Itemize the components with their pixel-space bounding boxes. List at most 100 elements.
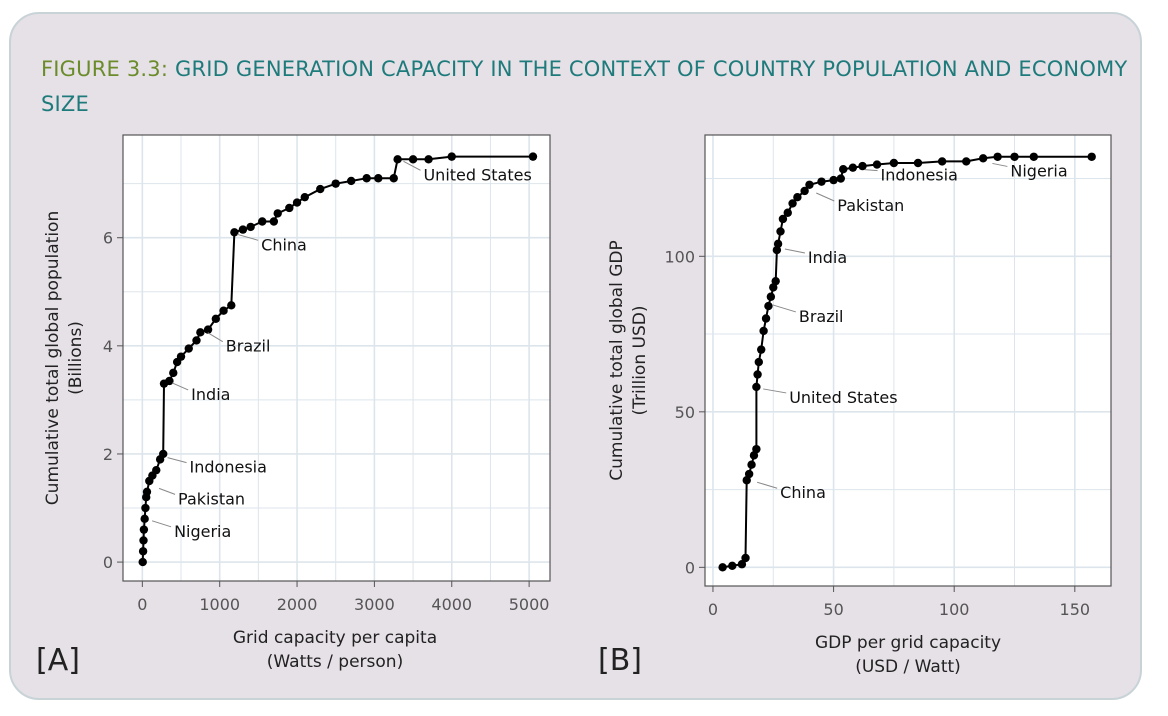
x-tick-label: 5000 — [509, 595, 550, 614]
annotation-leader — [171, 382, 189, 391]
data-point — [776, 227, 785, 236]
data-point — [258, 217, 267, 226]
data-point — [744, 469, 754, 479]
data-point — [836, 174, 846, 183]
y-tick-label: 0 — [685, 558, 695, 577]
data-point — [783, 208, 792, 217]
panel-tag: [B] — [598, 643, 642, 678]
data-point — [1010, 152, 1019, 161]
x-tick-label: 2000 — [277, 595, 318, 614]
x-tick-label: 4000 — [431, 595, 472, 614]
data-point — [817, 177, 826, 186]
data-point — [778, 214, 788, 224]
data-point — [142, 487, 152, 496]
annotation-label: Pakistan — [837, 196, 904, 215]
data-point — [138, 547, 148, 556]
data-point — [829, 175, 838, 185]
data-point — [728, 561, 737, 570]
data-point — [1087, 152, 1096, 161]
data-point — [766, 292, 776, 301]
data-point — [230, 228, 239, 237]
data-point — [159, 449, 168, 459]
figure-title-text: GRID GENERATION CAPACITY IN THE CONTEXT … — [41, 57, 1128, 116]
data-point — [848, 163, 858, 172]
data-point — [764, 301, 773, 311]
annotation-label: India — [808, 248, 847, 267]
data-point — [238, 225, 248, 234]
data-point — [184, 344, 193, 353]
annotation-label: Brazil — [799, 307, 844, 326]
y-tick-label: 6 — [103, 229, 113, 248]
x-tick-label: 0 — [137, 595, 147, 614]
x-tick-label: 1000 — [199, 595, 240, 614]
y-axis-units: (Billions) — [66, 321, 86, 395]
annotation-leader — [763, 388, 787, 394]
data-point — [793, 193, 802, 202]
data-point — [300, 192, 309, 202]
data-point — [889, 158, 899, 168]
data-point — [741, 553, 750, 563]
data-point — [196, 328, 205, 337]
annotation-leader — [772, 304, 797, 313]
data-point — [839, 165, 848, 174]
data-point — [978, 154, 988, 163]
data-point — [858, 161, 867, 171]
data-point — [805, 180, 814, 189]
y-tick-label: 50 — [675, 403, 695, 422]
y-tick-label: 100 — [664, 247, 695, 266]
x-axis-title: GDP per grid capacity — [815, 633, 1001, 653]
plot-panel — [705, 135, 1111, 586]
data-point — [331, 179, 340, 188]
annotation-leader — [237, 233, 259, 241]
data-point — [219, 306, 228, 315]
y-tick-label: 0 — [103, 553, 113, 572]
annotation-leader — [403, 160, 421, 171]
data-point — [1029, 152, 1039, 161]
annotation-label: Indonesia — [881, 166, 958, 185]
annotation-label: Indonesia — [190, 458, 267, 477]
x-axis-units: (Watts / person) — [267, 652, 403, 672]
annotation-label: India — [191, 385, 230, 404]
annotation-label: Brazil — [226, 337, 271, 356]
data-point — [761, 314, 771, 323]
x-axis-title: Grid capacity per capita — [233, 628, 437, 648]
annotation-label: United States — [789, 388, 897, 407]
x-tick-label: 100 — [939, 600, 970, 619]
data-point — [447, 152, 456, 161]
x-tick-label: 50 — [823, 600, 843, 619]
data-point — [292, 198, 302, 207]
data-point — [937, 157, 947, 166]
data-point — [141, 503, 150, 513]
data-point — [192, 336, 201, 345]
data-point — [346, 176, 356, 186]
data-point — [269, 217, 279, 226]
data-point — [285, 203, 294, 213]
data-point — [773, 239, 783, 249]
y-axis-title: Cumulative total global GDP — [607, 240, 627, 480]
data-point — [800, 186, 809, 196]
data-point — [362, 174, 371, 183]
annotation-leader — [784, 248, 806, 254]
plot-panel — [123, 135, 550, 581]
annotation-label: Pakistan — [178, 489, 245, 508]
annotation-leader — [757, 481, 778, 489]
figure-title: FIGURE 3.3: GRID GENERATION CAPACITY IN … — [41, 52, 1141, 122]
data-point — [759, 326, 768, 336]
data-point — [913, 158, 923, 168]
data-point — [772, 245, 782, 255]
data-point — [138, 557, 147, 567]
annotation-leader — [158, 487, 176, 495]
data-point — [752, 382, 761, 392]
annotation-leader — [151, 520, 172, 528]
data-point — [316, 184, 325, 194]
data-point — [962, 157, 971, 166]
data-point — [139, 536, 148, 545]
annotation-leader — [167, 457, 187, 464]
data-point — [273, 209, 282, 218]
data-point — [393, 155, 402, 164]
data-point — [165, 376, 174, 386]
data-point — [424, 155, 433, 164]
y-axis-units: (Trillion USD) — [630, 306, 650, 416]
data-point — [771, 276, 780, 286]
